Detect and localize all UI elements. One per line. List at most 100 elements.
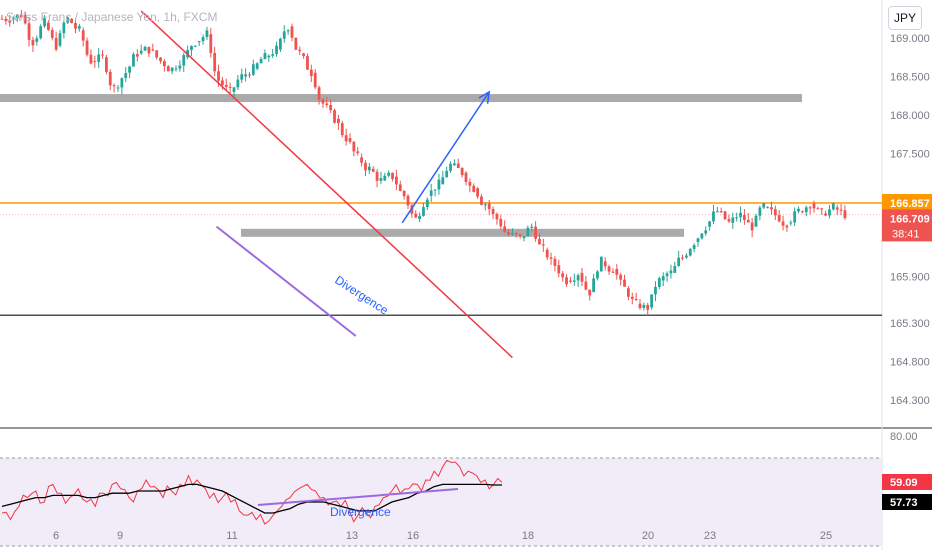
candle-body xyxy=(445,170,449,178)
candle-body xyxy=(750,222,754,231)
candle-body xyxy=(294,37,298,50)
candle-body xyxy=(383,175,387,181)
time-tick-label: 18 xyxy=(522,530,534,542)
candle-body xyxy=(302,53,305,57)
candle-body xyxy=(669,270,673,274)
candle-body xyxy=(831,203,835,210)
candle-body xyxy=(843,210,847,219)
symbol-title: Swiss Franc / Japanese Yen, 1h, FXCM xyxy=(6,10,218,24)
candle-body xyxy=(630,296,634,299)
projection-arrow-head xyxy=(478,90,491,104)
candle-body xyxy=(135,54,139,57)
candle-body xyxy=(221,80,224,85)
candle-body xyxy=(367,166,371,171)
candle-body xyxy=(541,244,545,246)
candle-body xyxy=(240,74,244,80)
candle-body xyxy=(789,222,793,224)
candle-body xyxy=(797,208,800,212)
candle-body xyxy=(808,207,812,209)
candle-body xyxy=(685,255,688,258)
candle-body xyxy=(321,99,325,104)
candle-body xyxy=(441,177,445,185)
candle-body xyxy=(298,49,302,52)
price-tick-label: 168.000 xyxy=(890,110,930,122)
candle-body xyxy=(735,217,739,219)
candle-body xyxy=(576,275,580,281)
candle-body xyxy=(364,162,367,171)
currency-button[interactable]: JPY xyxy=(888,6,922,30)
candle-body xyxy=(54,37,58,50)
candle-body xyxy=(530,226,534,228)
candle-body xyxy=(379,178,383,181)
price-axis-ticks: 169.000 168.500 168.000 167.500 165.900 165.3… xyxy=(890,33,930,407)
candle-body xyxy=(360,157,363,163)
time-tick-label: 11 xyxy=(226,530,237,542)
candle-body xyxy=(677,257,681,266)
candle-body xyxy=(174,68,178,70)
downtrend-line xyxy=(140,10,513,359)
candle-body xyxy=(279,38,282,50)
candle-body xyxy=(607,266,611,272)
candle-body xyxy=(708,221,711,227)
candle-body xyxy=(8,21,12,23)
candle-body xyxy=(623,279,626,287)
candle-body xyxy=(105,57,108,72)
candle-body xyxy=(317,87,321,100)
candle-body xyxy=(232,87,236,92)
rsi-tick-label: 80.00 xyxy=(890,431,918,443)
price-tick-label: 165.300 xyxy=(890,318,930,330)
candle-body xyxy=(483,204,487,206)
candle-body xyxy=(472,185,476,192)
price-tick-label: 168.500 xyxy=(890,72,930,84)
candle-body xyxy=(190,45,193,51)
candle-body xyxy=(340,123,344,136)
candle-body xyxy=(770,207,773,210)
candle-body xyxy=(456,163,460,168)
candle-body xyxy=(835,207,839,210)
candle-body xyxy=(93,61,97,63)
candle-body xyxy=(491,209,495,215)
candle-body xyxy=(665,273,669,277)
candle-body xyxy=(650,294,653,308)
candle-body xyxy=(120,78,124,88)
candle-body xyxy=(723,211,727,220)
candle-body xyxy=(704,230,708,234)
candle-body xyxy=(43,18,46,27)
rsi-line xyxy=(1,459,503,525)
candle-body xyxy=(727,219,731,222)
rsi-ma-label: 57.73 xyxy=(890,497,918,509)
candle-body xyxy=(476,188,479,197)
price-tick-label: 164.300 xyxy=(890,395,930,407)
candle-body xyxy=(182,55,186,66)
candle-body xyxy=(325,103,329,106)
candle-body xyxy=(599,256,603,272)
candle-body xyxy=(572,280,576,282)
time-axis: 6 9 11 13 16 18 20 23 25 xyxy=(53,530,832,542)
price-tick-label: 167.500 xyxy=(890,149,930,161)
time-tick-label: 16 xyxy=(407,530,419,542)
candle-body xyxy=(395,176,398,185)
candle-body xyxy=(460,167,464,176)
candle-body xyxy=(673,265,677,273)
candle-body xyxy=(124,73,128,79)
candle-body xyxy=(429,190,433,196)
candles xyxy=(0,9,847,317)
rsi-value-tag xyxy=(882,474,932,491)
candle-body xyxy=(824,213,827,216)
candle-body xyxy=(375,171,379,181)
candle-body xyxy=(248,74,251,76)
candle-body xyxy=(259,59,263,64)
candle-body xyxy=(712,211,715,222)
candle-body xyxy=(777,215,781,222)
candle-body xyxy=(143,46,147,51)
candle-body xyxy=(534,226,537,239)
candle-body xyxy=(348,138,352,142)
price-tick-label: 164.800 xyxy=(890,356,930,368)
time-tick-label: 20 xyxy=(642,530,654,542)
candle-body xyxy=(762,203,766,208)
candle-body xyxy=(286,30,290,32)
candle-body xyxy=(422,207,425,216)
candle-body xyxy=(611,271,615,273)
divergence-label-rsi: Divergence xyxy=(330,505,391,519)
